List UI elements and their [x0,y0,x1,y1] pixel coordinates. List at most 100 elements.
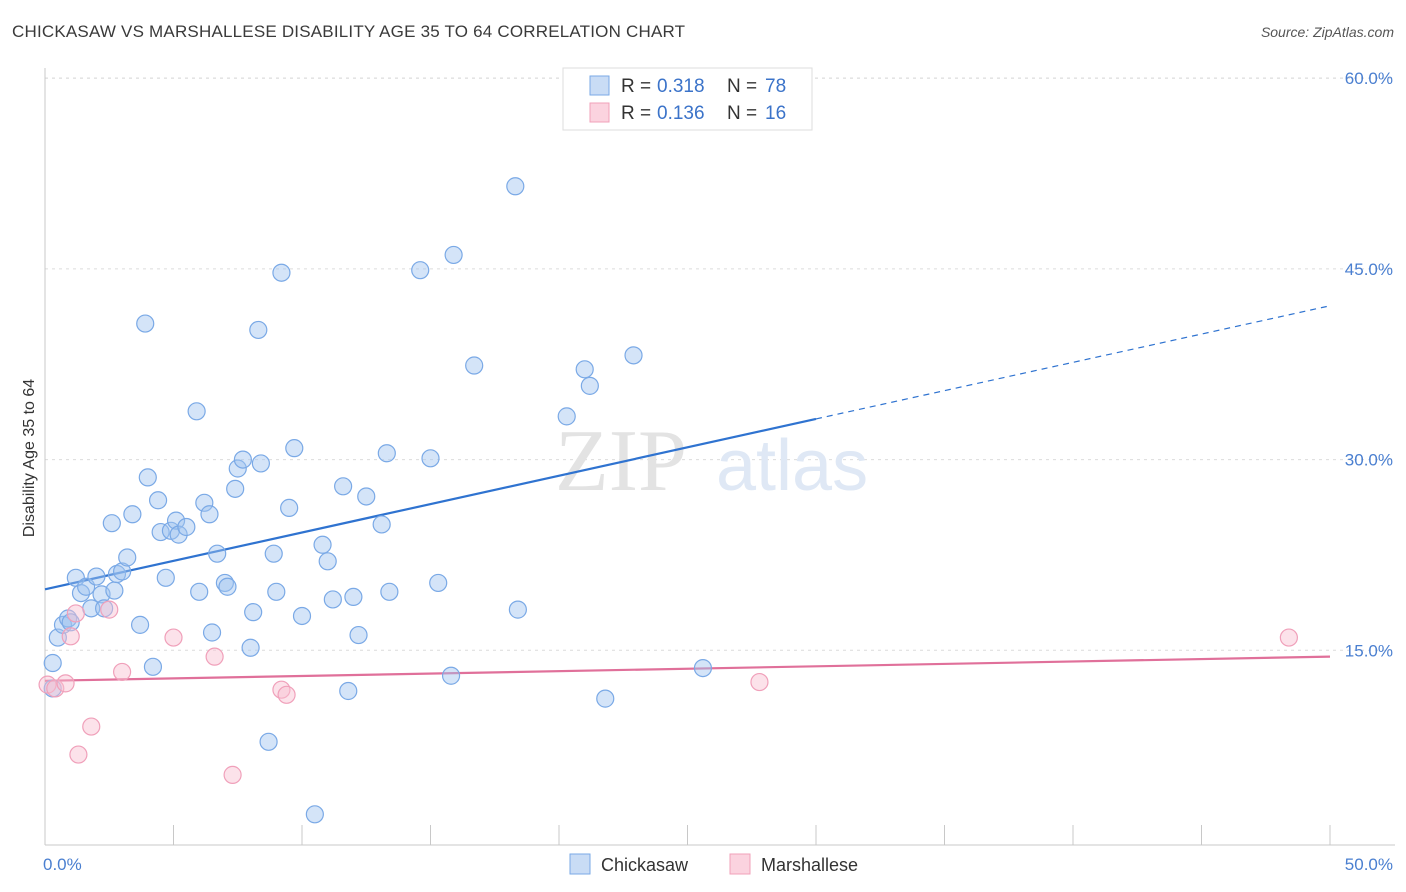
chickasaw-point-47 [267,582,286,601]
chickasaw-point-48 [272,263,291,282]
chickasaw-point-43 [249,320,268,340]
legend-n-value-2: 16 [765,103,786,124]
legend-n-label-2: N = [727,103,757,124]
chickasaw-point-65 [421,449,440,468]
chickasaw-point-58 [344,587,363,607]
chickasaw-point-30 [187,402,206,421]
marshallese-point-1 [46,679,65,698]
chickasaw-point-27 [166,511,186,530]
chickasaw-point-76 [624,346,643,365]
legend-n-value-1: 78 [765,76,786,97]
chickasaw-point-59 [349,625,368,645]
bottom-legend-swatch-marshallese [729,853,751,875]
marshallese-point-15 [1279,628,1298,647]
gridlines [45,77,1395,651]
marshallese-point-8 [112,662,132,682]
chickasaw-point-53 [313,535,332,554]
chickasaw-point-72 [557,407,576,426]
chickasaw-point-77 [693,658,713,678]
x-tick-label-0: 0.0% [43,855,82,874]
chickasaw-point-42 [244,603,263,622]
chickasaw-point-16 [112,562,132,581]
chickasaw-point-61 [372,515,391,534]
chickasaw-point-10 [87,567,106,586]
series-marshallese [38,600,1298,784]
chickasaw-point-29 [177,517,196,537]
chickasaw-point-34 [202,623,222,642]
legend: R = 0.318 N = 78 R = 0.136 N = 16 [562,67,813,131]
chickasaw-point-56 [334,477,353,496]
chart-source: Source: ZipAtlas.com [1260,24,1394,40]
chickasaw-point-41 [241,638,260,657]
chickasaw-point-68 [444,245,463,265]
chickasaw-point-17 [118,548,137,567]
chickasaw-point-52 [305,805,324,824]
marshallese-point-9 [164,628,183,647]
y-tick-label-2: 45.0% [1345,260,1393,279]
chickasaw-point-46 [264,544,283,563]
chickasaw-point-37 [218,577,237,596]
chickasaw-point-25 [156,568,175,587]
chickasaw-point-20 [136,314,155,333]
chickasaw-point-39 [228,459,247,478]
legend-r-label-1: R = [621,76,651,97]
y-tick-label-0: 15.0% [1345,641,1393,660]
chickasaw-point-74 [580,376,599,395]
marshallese-point-2 [56,674,75,693]
y-axis-label: Disability Age 35 to 64 [21,379,38,537]
bottom-legend-label-marshallese: Marshallese [761,855,858,875]
chickasaw-point-70 [506,177,525,196]
chickasaw-point-75 [596,689,615,708]
chickasaw-point-31 [190,582,209,601]
legend-r-value-2: 0.136 [657,103,705,124]
chickasaw-point-35 [208,544,227,563]
legend-n-label-1: N = [727,76,757,97]
legend-swatch-marshallese [589,102,610,123]
chickasaw-point-45 [259,732,278,751]
chickasaw-point-40 [233,450,252,469]
chickasaw-point-64 [411,261,430,280]
chart-title: CHICKASAW VS MARSHALLESE DISABILITY AGE … [12,22,686,41]
marshallese-point-3 [61,627,80,646]
bottom-legend-swatch-chickasaw [569,853,591,875]
marshallese-point-11 [223,765,242,784]
chickasaw-point-18 [123,505,142,524]
chickasaw-point-73 [575,360,594,379]
y-tick-label-1: 30.0% [1345,451,1393,470]
chickasaw-point-22 [143,657,163,676]
chickasaw-point-51 [292,606,312,626]
bottom-legend-label-chickasaw: Chickasaw [601,855,689,875]
chickasaw-point-60 [357,487,376,506]
chickasaw-point-63 [380,582,399,601]
chickasaw-point-13 [102,514,121,533]
chickasaw-point-71 [508,600,527,619]
marshallese-point-14 [750,672,769,692]
marshallese-point-4 [66,604,85,623]
chickasaw-point-1 [43,653,62,673]
chickasaw-point-57 [339,681,358,701]
chickasaw-point-50 [285,439,304,458]
chickasaw-point-62 [377,444,396,463]
chickasaw-point-55 [323,590,342,609]
chickasaw-point-15 [107,564,127,584]
legend-r-value-1: 0.318 [657,76,705,97]
marshallese-point-5 [69,745,88,764]
trend-lines [44,305,1331,682]
chickasaw-point-69 [465,356,484,375]
chickasaw-point-33 [200,505,219,524]
chickasaw-point-44 [251,454,270,473]
chickasaw-point-21 [138,468,157,487]
y-tick-labels: 15.0% 30.0% 45.0% 60.0% [1345,69,1393,660]
marshallese-point-12 [272,680,291,699]
series-chickasaw [43,177,713,824]
chickasaw-point-23 [148,491,168,510]
chickasaw-point-54 [318,552,337,571]
chickasaw-trend-line [44,417,817,591]
y-tick-label-3: 60.0% [1345,69,1393,88]
chickasaw-point-19 [130,615,150,634]
watermark-atlas: atlas [716,426,868,506]
bottom-legend: Chickasaw Marshallese [569,853,858,875]
chickasaw-point-67 [441,666,461,685]
chickasaw-point-32 [195,493,214,512]
data-points [38,177,1298,824]
